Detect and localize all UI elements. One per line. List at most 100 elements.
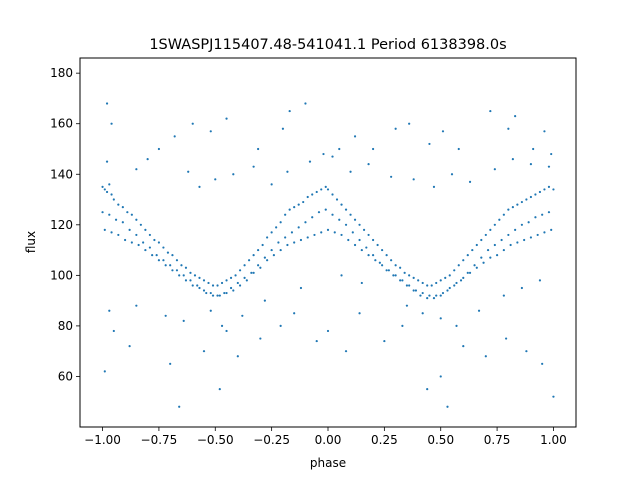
data-point [128,345,131,348]
data-point [252,271,255,274]
data-point [315,190,318,194]
data-point [462,276,465,279]
y-tick-label: 180 [50,66,73,80]
data-point [473,264,476,267]
data-point [505,337,508,340]
data-point [182,274,185,277]
data-point [286,243,289,247]
data-point [112,329,115,333]
data-point [103,228,106,231]
data-point [552,395,555,398]
data-point [351,231,354,234]
x-tick-label: 0.75 [484,433,511,447]
data-point [164,314,167,317]
data-point [394,264,397,267]
data-point [225,291,228,295]
data-point [419,294,422,297]
data-point [480,256,483,259]
data-point [238,284,242,287]
data-point [243,264,246,267]
data-point [324,208,327,211]
data-point [493,223,496,226]
data-point [198,286,201,290]
data-point [358,238,361,242]
data-point [173,135,176,138]
data-point [135,233,138,237]
data-point [507,127,510,130]
data-point [175,269,179,272]
data-point [123,238,127,242]
data-point [498,218,501,221]
y-tick-label: 120 [50,218,73,232]
data-point [500,238,503,242]
data-point [428,142,431,146]
data-point [371,254,375,257]
data-point [459,279,463,282]
data-point [232,289,235,292]
data-point [189,279,192,282]
data-point [421,291,424,295]
data-points [101,102,555,408]
data-point [184,279,188,282]
data-point [529,195,533,199]
data-point [105,190,109,194]
data-point [105,160,109,163]
data-point [229,276,233,279]
data-point [547,185,551,188]
data-point [302,200,305,204]
data-point [293,312,296,315]
data-point [455,281,458,285]
data-point [277,241,280,244]
data-point [270,183,273,186]
data-point [385,269,388,272]
data-point [509,243,512,247]
data-point [507,233,510,237]
data-point [146,158,149,161]
data-point [417,279,420,282]
data-point [435,281,438,285]
data-point [157,241,161,244]
data-point [135,218,138,221]
data-point [543,130,546,133]
data-point [468,180,472,183]
data-point [252,165,255,168]
data-point [304,221,307,224]
data-point [502,213,505,216]
data-point [502,248,505,252]
data-point [414,289,418,292]
data-point [308,160,312,163]
data-point [344,223,348,226]
data-point [358,312,361,315]
data-point [489,228,492,231]
data-point [486,248,490,252]
data-point [297,226,300,229]
data-point [184,266,188,269]
data-point [455,324,458,327]
data-point [175,259,179,262]
data-point [495,254,499,257]
data-point [284,236,287,239]
data-point [144,248,147,252]
data-point [412,276,415,279]
data-point [385,254,388,257]
data-point [432,185,436,188]
data-point [320,188,323,191]
plot-area [80,58,576,427]
data-point [326,188,330,191]
data-point [324,185,327,188]
data-point [340,274,343,277]
data-point [162,259,165,262]
data-point [130,241,133,244]
data-point [383,339,386,343]
data-point [103,370,106,373]
data-point [340,233,343,237]
data-point [430,284,433,287]
data-point [538,279,542,282]
data-point [236,355,239,358]
data-point [441,130,445,133]
data-point [317,211,321,214]
data-point [110,193,113,196]
data-point [229,286,233,290]
data-point [453,269,456,272]
y-tick-label: 160 [50,117,73,131]
